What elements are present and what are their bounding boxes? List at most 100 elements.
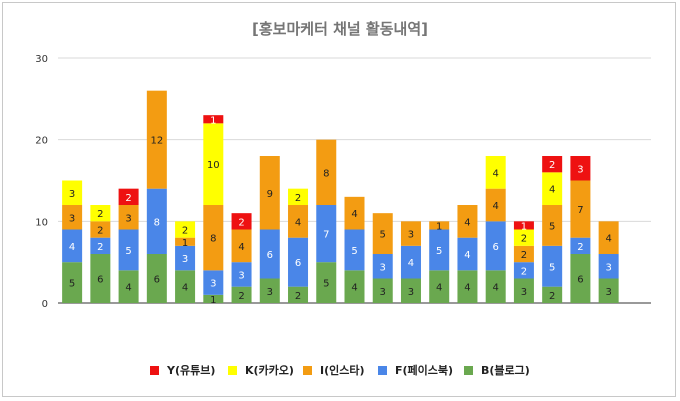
bar-segment [513,221,534,230]
bar-segment [485,188,506,222]
legend-item-instagram: I(인스타) [303,362,365,378]
chart-title: [홍보마케터 채널 활동내역] [252,20,428,38]
data-label: 4 [436,283,442,294]
data-label: 2 [295,193,301,204]
data-label: 4 [464,250,470,261]
bar-segment [570,237,591,254]
bar-segment [316,205,337,263]
data-label: 2 [182,226,188,237]
data-label: 4 [493,283,499,294]
data-label: 2 [549,160,555,171]
bar-segment [429,221,450,230]
data-label: 4 [464,217,470,228]
data-label: 4 [182,283,188,294]
bar-segment [542,205,563,246]
data-label: 1 [182,238,188,249]
data-label: 3 [125,213,131,224]
data-label: 6 [97,275,103,286]
legend-item-kakao: K(카카오) [228,362,294,378]
bar-segment [62,180,83,205]
data-label: 1 [210,295,216,306]
data-label: 5 [436,246,442,257]
data-label: 6 [154,275,160,286]
data-label: 5 [380,230,386,241]
bar-segment [231,229,252,263]
data-label: 2 [238,291,244,302]
bar-segment [570,254,591,303]
chart-legend: Y(유튜브) K(카카오) I(인스타) F(페이스북) B(블로그) [0,362,680,378]
bar-segment [118,188,139,205]
y-tick-label: 20 [35,136,48,147]
bar-segment [316,139,337,205]
bar-segment [62,205,83,230]
data-label: 3 [577,164,583,175]
bar-segment [400,221,421,246]
legend-swatch-instagram [303,365,312,375]
legend-swatch-kakao [228,365,237,375]
bar-segment [90,237,111,254]
data-label: 4 [351,283,357,294]
legend-item-youtube: Y(유튜브) [150,362,215,378]
data-label: 2 [238,217,244,228]
bar-segment [598,221,619,254]
bar-segment [146,188,167,254]
data-label: 3 [521,287,527,298]
legend-label-blog: B(블로그) [481,364,530,377]
bar-segment [344,270,365,303]
data-label: 3 [380,287,386,298]
data-label: 4 [69,242,75,253]
data-label: 4 [408,258,414,269]
bar-segment [259,156,280,230]
legend-swatch-facebook [378,365,387,375]
bar-segment [513,229,534,246]
data-label: 2 [521,266,527,277]
bar-segment [513,262,534,279]
bar-segment [513,278,534,303]
data-label: 1 [210,115,216,126]
data-label: 4 [549,185,555,196]
data-label: 2 [125,193,131,204]
bar-segment [146,254,167,303]
bar-segment [288,188,309,205]
bar-segment [485,221,506,271]
bar-segment [372,278,393,303]
bar-segment [175,245,196,271]
bar-segment [372,213,393,254]
bar-segment [118,205,139,230]
data-label: 7 [323,230,329,241]
data-label: 2 [97,242,103,253]
data-label: 2 [549,291,555,302]
bar-segment [542,172,563,205]
legend-item-facebook: F(페이스북) [378,362,453,378]
bar-segment [598,278,619,303]
bar-segment [175,221,196,238]
data-label: 3 [210,279,216,290]
bar-segment [175,270,196,303]
data-label: 6 [577,275,583,286]
bar-segment [288,205,309,238]
y-tick-label: 10 [35,217,48,228]
data-label: 5 [351,246,357,257]
data-label: 3 [182,254,188,265]
data-label: 2 [577,242,583,253]
data-label: 9 [267,189,273,200]
data-label: 8 [323,168,329,179]
bar-segment [429,270,450,303]
data-label: 8 [210,234,216,245]
bar-segment [457,205,478,238]
y-tick-label: 30 [35,54,48,65]
bar-segment [175,237,196,246]
data-label: 2 [97,209,103,220]
y-tick-label: 0 [42,299,48,310]
bar-segment [259,229,280,279]
data-label: 3 [69,213,75,224]
bar-segment [90,221,111,238]
data-label: 5 [549,221,555,232]
legend-label-kakao: K(카카오) [245,364,294,377]
data-label: 5 [323,279,329,290]
bar-segment [542,156,563,173]
legend-label-facebook: F(페이스북) [395,364,454,377]
chart-frame [2,2,676,397]
data-label: 7 [577,205,583,216]
bar-segment [542,286,563,303]
